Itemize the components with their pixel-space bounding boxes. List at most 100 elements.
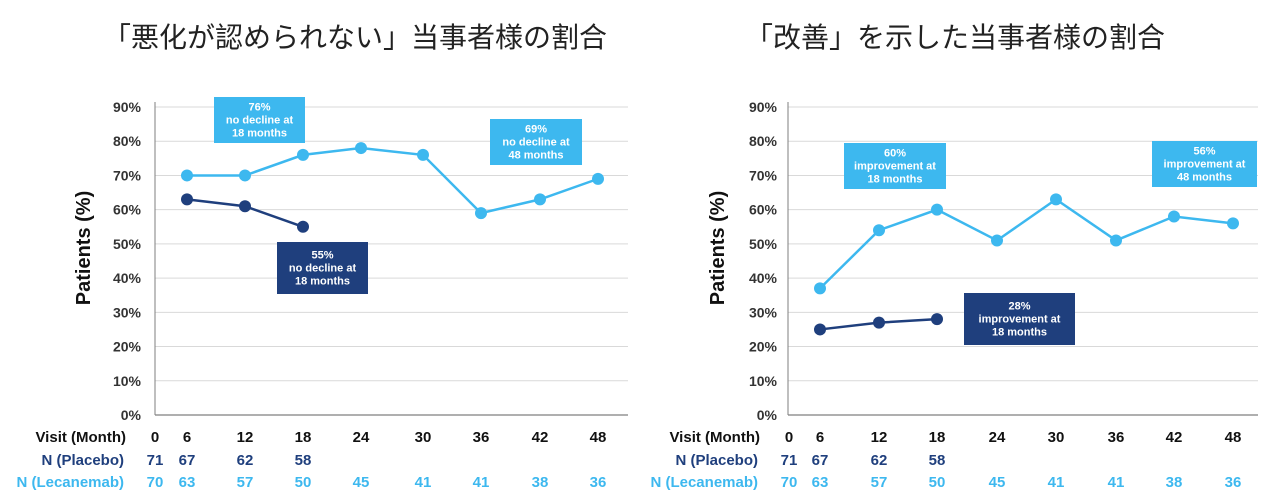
series-line-lecanemab — [819, 197, 1234, 290]
data-point-placebo — [239, 200, 251, 213]
data-point-placebo — [181, 193, 193, 206]
data-point-lecanemab — [1110, 234, 1122, 247]
n-value: 71 — [147, 452, 164, 469]
x-tick-label: 18 — [929, 429, 946, 446]
x-tick-label: 0 — [785, 429, 793, 446]
x-tick-label: 6 — [816, 429, 824, 446]
n-value: 71 — [781, 452, 798, 469]
y-tick-label: 50% — [113, 236, 142, 252]
n-value: 62 — [871, 452, 888, 469]
y-tick-label: 20% — [749, 339, 778, 355]
annotation-text: 69% — [525, 124, 547, 136]
data-point-lecanemab — [991, 234, 1003, 247]
n-value: 50 — [929, 474, 946, 491]
annotation-box — [964, 293, 1075, 345]
x-tick-label: 42 — [1166, 429, 1183, 446]
data-point-lecanemab — [475, 207, 487, 220]
n-value: 41 — [473, 474, 490, 491]
chart-title: 「悪化が認められない」当事者様の割合 — [103, 21, 607, 54]
n-value: 58 — [929, 452, 946, 469]
y-tick-label: 40% — [113, 270, 142, 286]
data-point-lecanemab — [592, 172, 604, 185]
annotation-box — [214, 97, 305, 143]
data-point-placebo — [297, 220, 309, 233]
y-tick-label: 20% — [113, 339, 142, 355]
annotation-text: 55% — [311, 250, 333, 262]
y-tick-label: 50% — [749, 236, 778, 252]
y-tick-label: 40% — [749, 270, 778, 286]
n-value: 57 — [237, 474, 254, 491]
annotation-text: 60% — [884, 148, 906, 160]
annotation-box — [277, 242, 368, 294]
chart-2: 「改善」を示した当事者様の割合 0% 10% 20% 30% 40% 50% 60% 70% 80… — [650, 21, 1258, 491]
y-tick-label: 70% — [749, 167, 778, 183]
x-tick-label: 42 — [532, 429, 549, 446]
annotation-text: 48 months — [1177, 172, 1232, 184]
n-row-label: N (Placebo) — [41, 452, 124, 469]
annotation-text: no decline at — [289, 263, 357, 275]
n-value: 45 — [989, 474, 1006, 491]
n-row-label: N (Placebo) — [675, 452, 758, 469]
x-tick-label: 12 — [871, 429, 888, 446]
annotation-text: no decline at — [226, 115, 294, 127]
y-tick-label: 0% — [121, 407, 142, 423]
annotation-box — [1152, 141, 1257, 187]
data-point-lecanemab — [355, 142, 367, 155]
y-tick-label: 90% — [113, 99, 142, 115]
data-point-lecanemab — [931, 203, 943, 216]
data-point-lecanemab — [534, 193, 546, 206]
data-point-lecanemab — [873, 224, 885, 237]
y-tick-label: 0% — [757, 407, 778, 423]
annotation-text: 56% — [1193, 146, 1215, 158]
n-value: 36 — [590, 474, 607, 491]
x-tick-label: 18 — [295, 429, 312, 446]
data-point-lecanemab — [1050, 193, 1062, 206]
annotation-text: no decline at — [502, 137, 570, 149]
n-value: 38 — [532, 474, 549, 491]
annotation-text: improvement at — [1164, 159, 1246, 171]
n-value: 36 — [1225, 474, 1242, 491]
n-value: 70 — [781, 474, 798, 491]
y-tick-label: 10% — [113, 373, 142, 389]
n-row-label: N (Lecanemab) — [16, 474, 124, 491]
x-axis-label: Visit (Month) — [669, 429, 760, 446]
chart-1: 「悪化が認められない」当事者様の割合 0% 10% 20% 30% 40% 50% 60% 70… — [16, 21, 628, 491]
y-tick-label: 80% — [749, 133, 778, 149]
x-tick-label: 36 — [1108, 429, 1125, 446]
x-tick-label: 30 — [415, 429, 432, 446]
y-axis-label: Patients (%) — [707, 191, 729, 305]
n-value: 41 — [415, 474, 432, 491]
x-tick-label: 48 — [1225, 429, 1242, 446]
x-tick-label: 24 — [989, 429, 1006, 446]
chart-title: 「改善」を示した当事者様の割合 — [745, 21, 1165, 54]
annotation-text: improvement at — [854, 161, 936, 173]
n-value: 67 — [812, 452, 829, 469]
n-value: 62 — [237, 452, 254, 469]
n-value: 38 — [1166, 474, 1183, 491]
annotation-box — [490, 119, 582, 165]
n-value: 50 — [295, 474, 312, 491]
x-tick-label: 6 — [183, 429, 191, 446]
n-value: 45 — [353, 474, 370, 491]
data-point-lecanemab — [1168, 210, 1180, 223]
annotation-text: 18 months — [992, 327, 1047, 339]
n-value: 57 — [871, 474, 888, 491]
x-tick-label: 12 — [237, 429, 254, 446]
x-tick-label: 36 — [473, 429, 490, 446]
x-tick-label: 24 — [353, 429, 370, 446]
n-value: 63 — [179, 474, 196, 491]
y-tick-label: 80% — [113, 133, 142, 149]
annotation-text: 18 months — [867, 174, 922, 186]
x-tick-label: 30 — [1048, 429, 1065, 446]
n-value: 58 — [295, 452, 312, 469]
annotation-text: 76% — [248, 102, 270, 114]
y-tick-label: 10% — [749, 373, 778, 389]
annotation-text: 28% — [1008, 301, 1030, 313]
n-value: 67 — [179, 452, 196, 469]
data-point-lecanemab — [181, 169, 193, 182]
data-point-lecanemab — [239, 169, 251, 182]
y-tick-label: 30% — [113, 304, 142, 320]
x-tick-label: 48 — [590, 429, 607, 446]
data-point-lecanemab — [814, 282, 826, 295]
